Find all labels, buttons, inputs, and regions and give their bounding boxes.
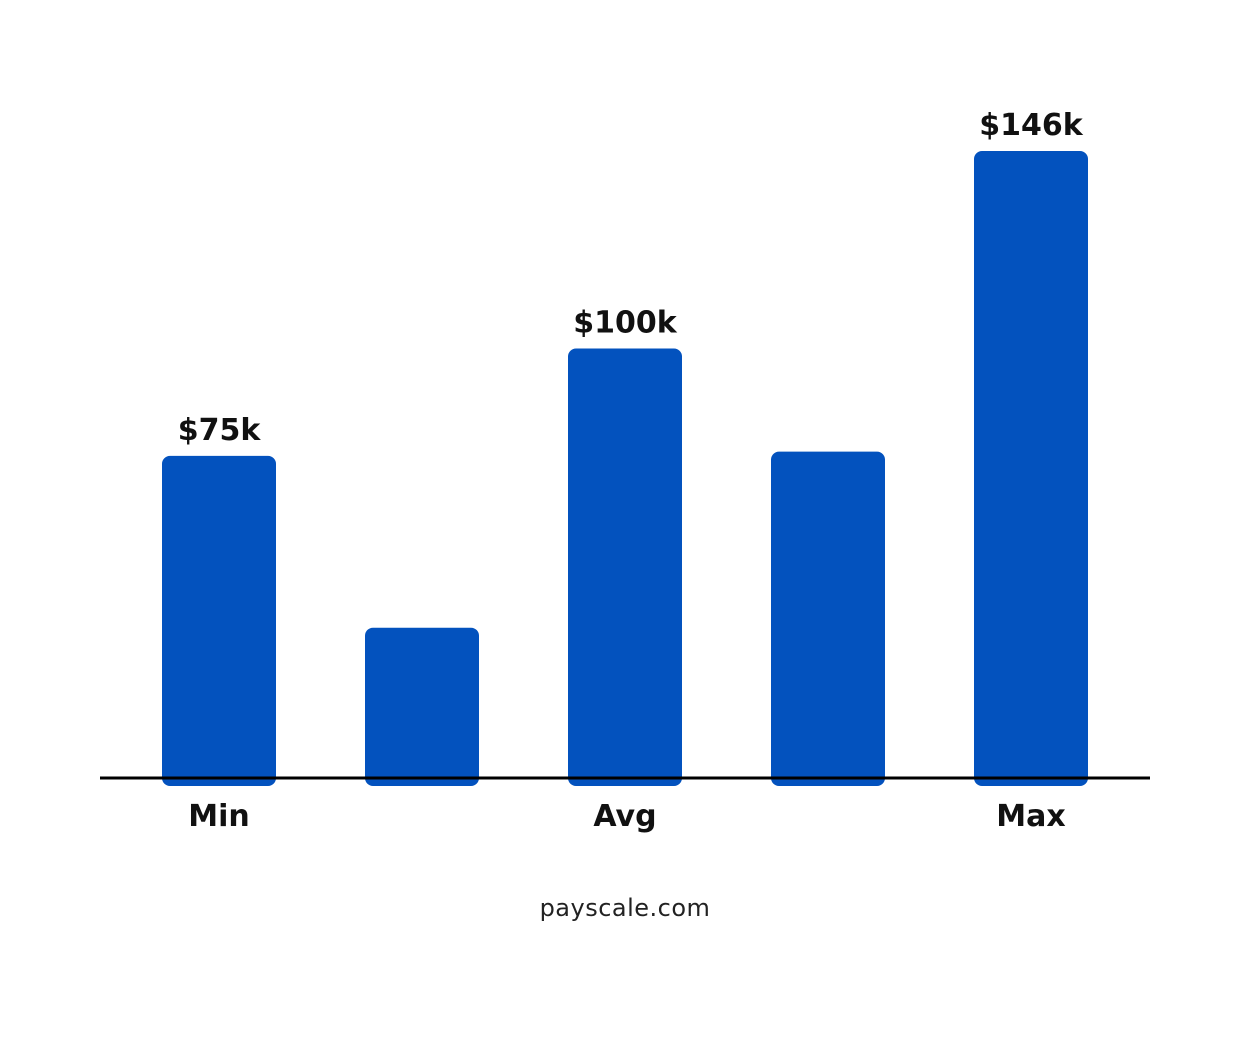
bar-value-label-5: $146k: [979, 108, 1083, 143]
bar-3: [568, 348, 682, 786]
bar-5: [974, 151, 1088, 786]
bar-value-label-1: $75k: [178, 413, 262, 448]
bars-group: [162, 151, 1088, 786]
category-label-avg: Avg: [593, 799, 656, 834]
bar-4: [771, 451, 885, 786]
category-label-min: Min: [188, 799, 250, 834]
source-label: payscale.com: [540, 894, 711, 922]
value-labels-group: $75k $100k $146k: [178, 108, 1084, 448]
bar-2: [365, 627, 479, 786]
category-label-max: Max: [996, 799, 1065, 834]
category-labels-group: Min Avg Max: [188, 799, 1065, 834]
bar-1: [162, 455, 276, 786]
bar-value-label-3: $100k: [573, 306, 677, 341]
